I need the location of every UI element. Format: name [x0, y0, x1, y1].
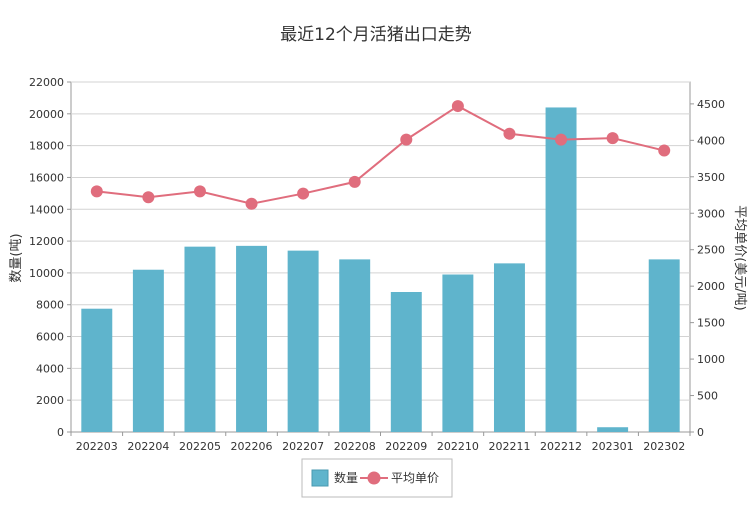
y-axis-left-label: 数量(吨): [9, 233, 24, 282]
y-left-tick-label: 0: [57, 426, 64, 439]
x-tick-label: 202208: [334, 440, 376, 453]
price-point: [503, 127, 516, 140]
y-axis-left: 0 2000 4000 6000 8000 10000 12000 14000 16000 180…: [29, 76, 71, 439]
price-point: [297, 187, 310, 200]
price-point: [142, 191, 155, 204]
y-right-tick-label: 4500: [697, 98, 725, 111]
y-left-tick-label: 6000: [36, 331, 64, 344]
bar: [287, 250, 319, 432]
x-tick-label: 202302: [643, 440, 685, 453]
y-left-tick-label: 20000: [29, 108, 64, 121]
chart-title: 最近12个月活猪出口走势: [280, 25, 472, 45]
bar: [81, 308, 113, 432]
y-axis-right-label: 平均单价(美元/吨): [732, 205, 747, 311]
price-point: [451, 100, 464, 113]
grid-lines: [71, 81, 690, 401]
legend-swatch-bar: [311, 469, 329, 487]
y-right-tick-label: 1500: [697, 317, 725, 330]
y-left-tick-label: 12000: [29, 235, 64, 248]
x-tick-label: 202207: [282, 440, 324, 453]
legend-label-bar: 数量: [334, 470, 358, 485]
y-right-tick-label: 2500: [697, 244, 725, 257]
legend-label-line: 平均单价: [391, 471, 439, 485]
price-point: [193, 185, 206, 198]
y-left-tick-label: 8000: [36, 299, 64, 312]
legend-swatch-marker: [367, 471, 381, 485]
x-tick-label: 202206: [231, 440, 273, 453]
y-left-tick-label: 10000: [29, 267, 64, 280]
x-tick-label: 202212: [540, 440, 582, 453]
bar: [545, 107, 577, 433]
bar: [597, 427, 629, 432]
y-left-tick-label: 2000: [36, 394, 64, 407]
bar: [648, 259, 680, 432]
price-point: [90, 185, 103, 198]
y-right-tick-label: 3000: [697, 207, 725, 220]
x-tick-label: 202301: [592, 440, 634, 453]
x-tick-label: 202210: [437, 440, 479, 453]
y-right-tick-label: 0: [697, 426, 704, 439]
y-left-tick-label: 22000: [29, 76, 64, 89]
x-tick-label: 202211: [488, 440, 530, 453]
legend: 数量 平均单价: [301, 458, 453, 498]
y-right-tick-label: 2000: [697, 280, 725, 293]
plot-area: [70, 81, 691, 433]
bar: [442, 274, 474, 432]
y-left-tick-label: 18000: [29, 140, 64, 153]
bar: [184, 246, 216, 432]
bar: [132, 269, 164, 432]
line-series: [90, 100, 671, 210]
price-line: [96, 104, 665, 205]
price-point: [555, 133, 568, 146]
x-tick-label: 202209: [385, 440, 427, 453]
y-left-tick-label: 14000: [29, 203, 64, 216]
bar: [236, 245, 268, 432]
x-tick-label: 202205: [179, 440, 221, 453]
bar: [390, 292, 422, 432]
y-right-tick-label: 3500: [697, 171, 725, 184]
price-point: [400, 133, 413, 146]
price-point: [606, 132, 619, 145]
bar: [493, 263, 525, 432]
bar: [339, 259, 371, 432]
y-right-tick-label: 500: [697, 390, 718, 403]
x-tick-label: 202204: [127, 440, 169, 453]
y-right-tick-label: 4000: [697, 134, 725, 147]
x-axis: 202203 202204 202205 202206 202207 202208 2022…: [70, 432, 691, 453]
price-point: [348, 175, 361, 188]
y-axis-right: 0 500 1000 1500 2000 2500 3000 3500 4000 4500: [690, 98, 725, 439]
price-point: [658, 144, 671, 157]
price-point: [245, 197, 258, 210]
bar-series: [81, 107, 680, 433]
y-left-tick-label: 16000: [29, 171, 64, 184]
y-left-tick-label: 4000: [36, 362, 64, 375]
x-tick-label: 202203: [76, 440, 118, 453]
y-right-tick-label: 1000: [697, 353, 725, 366]
